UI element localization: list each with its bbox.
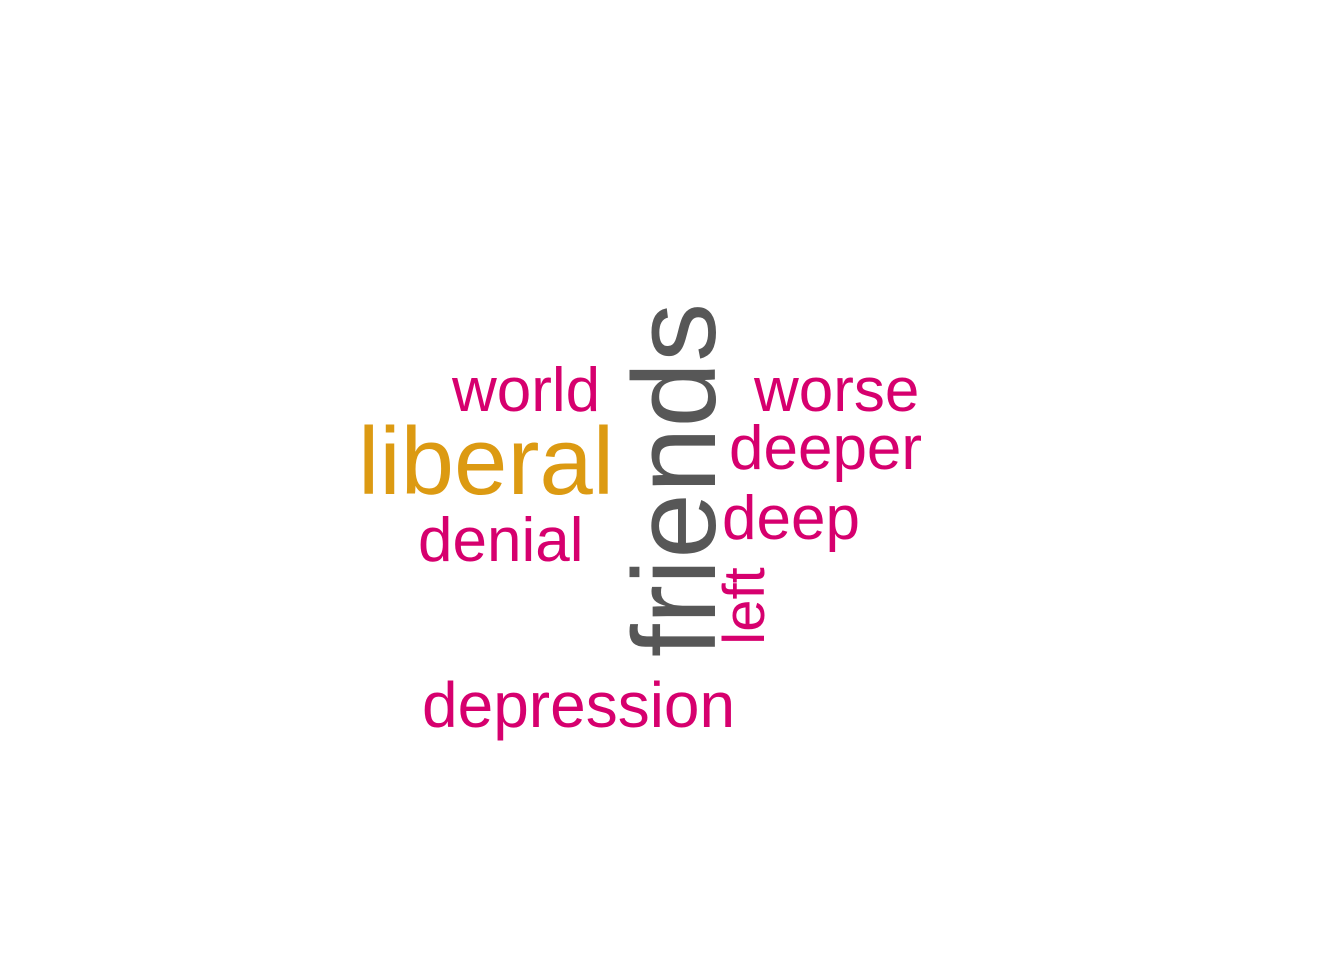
word-left: left (712, 567, 777, 645)
word-depression: depression (422, 669, 736, 741)
word-liberal: liberal (358, 408, 615, 515)
word-world: world (452, 356, 601, 425)
word-deep: deep (722, 484, 860, 553)
word-worse: worse (754, 356, 920, 425)
word-denial: denial (418, 506, 584, 575)
word-deeper: deeper (729, 414, 923, 483)
